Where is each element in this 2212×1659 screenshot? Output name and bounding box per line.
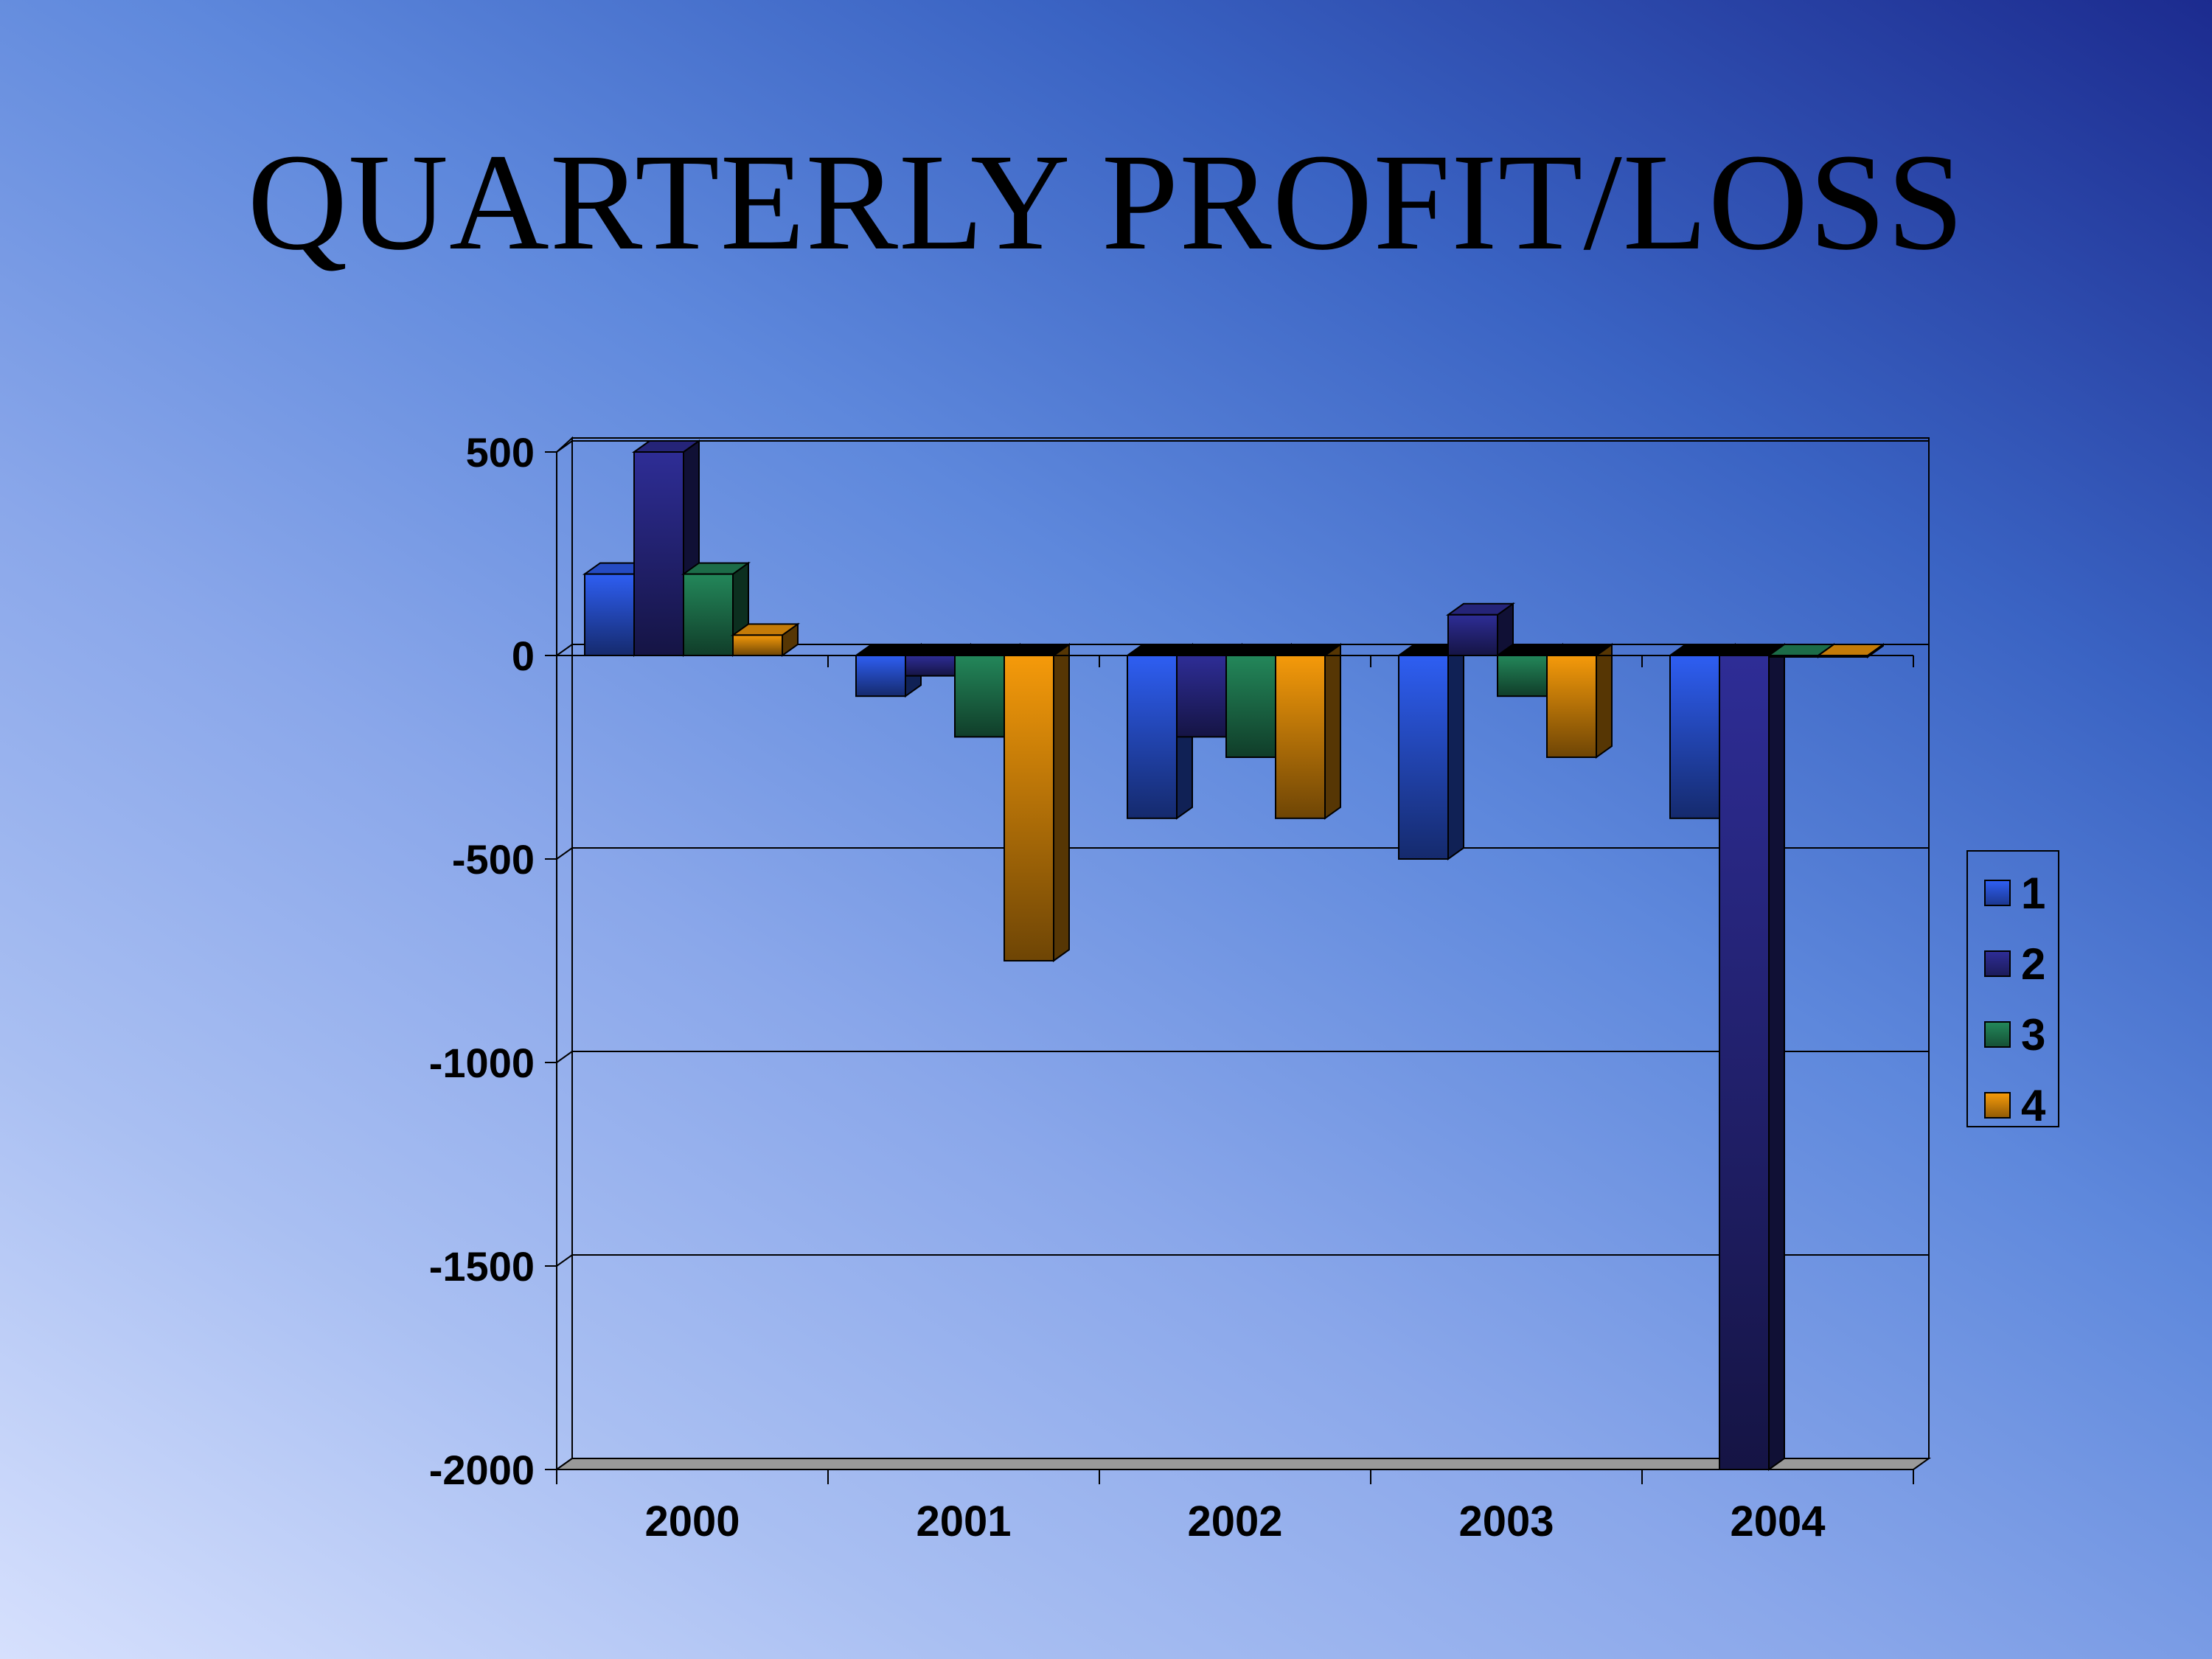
bar-front <box>1669 655 1720 819</box>
bar-side <box>1324 643 1341 820</box>
y-tick-label: -2000 <box>429 1447 535 1493</box>
bar-side <box>1596 643 1613 759</box>
bar-2003-q2 <box>1445 602 1516 657</box>
legend-label-2: 2 <box>2021 939 2046 989</box>
slide-title: QUARTERLY PROFIT/LOSS <box>247 125 1965 279</box>
gridlines <box>554 436 1932 1470</box>
bar-front <box>1447 613 1498 656</box>
bar-2001-q4 <box>1001 643 1072 962</box>
bar-side <box>1447 643 1464 860</box>
bar-front <box>732 634 783 657</box>
gridline <box>556 1051 1929 1063</box>
x-tick-label: 2001 <box>916 1498 1011 1545</box>
bar-front <box>1275 655 1326 819</box>
bar-front <box>1546 655 1597 758</box>
legend: 1 2 3 4 <box>1966 850 2059 1130</box>
legend-label-4: 4 <box>2021 1080 2046 1130</box>
bar-front <box>683 573 734 656</box>
bar-front <box>1127 655 1178 819</box>
bar-front <box>905 655 956 677</box>
bar-front <box>1225 655 1276 758</box>
legend-swatch-4 <box>1984 1092 2011 1119</box>
bar-front <box>584 573 635 656</box>
y-tick-label: 0 <box>512 633 535 679</box>
legend-item-2: 2 <box>1984 939 2045 989</box>
legend-swatch-3 <box>1984 1021 2011 1048</box>
bar-side <box>1053 643 1070 962</box>
bars <box>582 439 1886 1471</box>
plot-side-wall <box>556 436 573 1470</box>
axes: 500 0 -500 -1000 -1500 -2000 2000 2001 2002 2003 2… <box>429 429 1914 1545</box>
legend-swatch-1 <box>1984 880 2011 906</box>
legend-swatch-2 <box>1984 950 2011 977</box>
gridline <box>556 1254 1929 1267</box>
gridline <box>556 847 1929 860</box>
legend-label-3: 3 <box>2021 1009 2046 1060</box>
legend-label-1: 1 <box>2021 868 2046 918</box>
bar-2003-q1 <box>1396 643 1467 860</box>
bar-front <box>1176 655 1227 738</box>
x-tick-label: 2002 <box>1187 1498 1282 1545</box>
bar-2000-q4 <box>730 622 801 657</box>
bar-front <box>1497 655 1548 698</box>
x-tick-label: 2003 <box>1458 1498 1554 1545</box>
gridline <box>556 440 1929 453</box>
bar-2002-q4 <box>1273 643 1343 820</box>
bar-front <box>855 655 906 698</box>
x-tick-label: 2000 <box>644 1498 740 1545</box>
bar-2003-q4 <box>1544 643 1615 759</box>
y-tick-label: -1000 <box>429 1040 535 1086</box>
bar-front <box>1398 655 1449 860</box>
x-tick-label: 2004 <box>1730 1498 1825 1545</box>
y-tick-label: -1500 <box>429 1243 535 1290</box>
bar-front <box>633 451 684 656</box>
legend-item-3: 3 <box>1984 1009 2046 1060</box>
bar-front <box>954 655 1005 738</box>
bar-front <box>1004 655 1054 961</box>
bar-side <box>1768 643 1785 1471</box>
bar-2004-q2 <box>1717 643 1787 1471</box>
legend-item-4: 4 <box>1984 1081 2045 1130</box>
y-tick-label: 500 <box>466 429 535 476</box>
y-tick-label: -500 <box>452 836 535 883</box>
bar-front <box>1719 655 1770 1470</box>
legend-item-1: 1 <box>1984 869 2045 918</box>
